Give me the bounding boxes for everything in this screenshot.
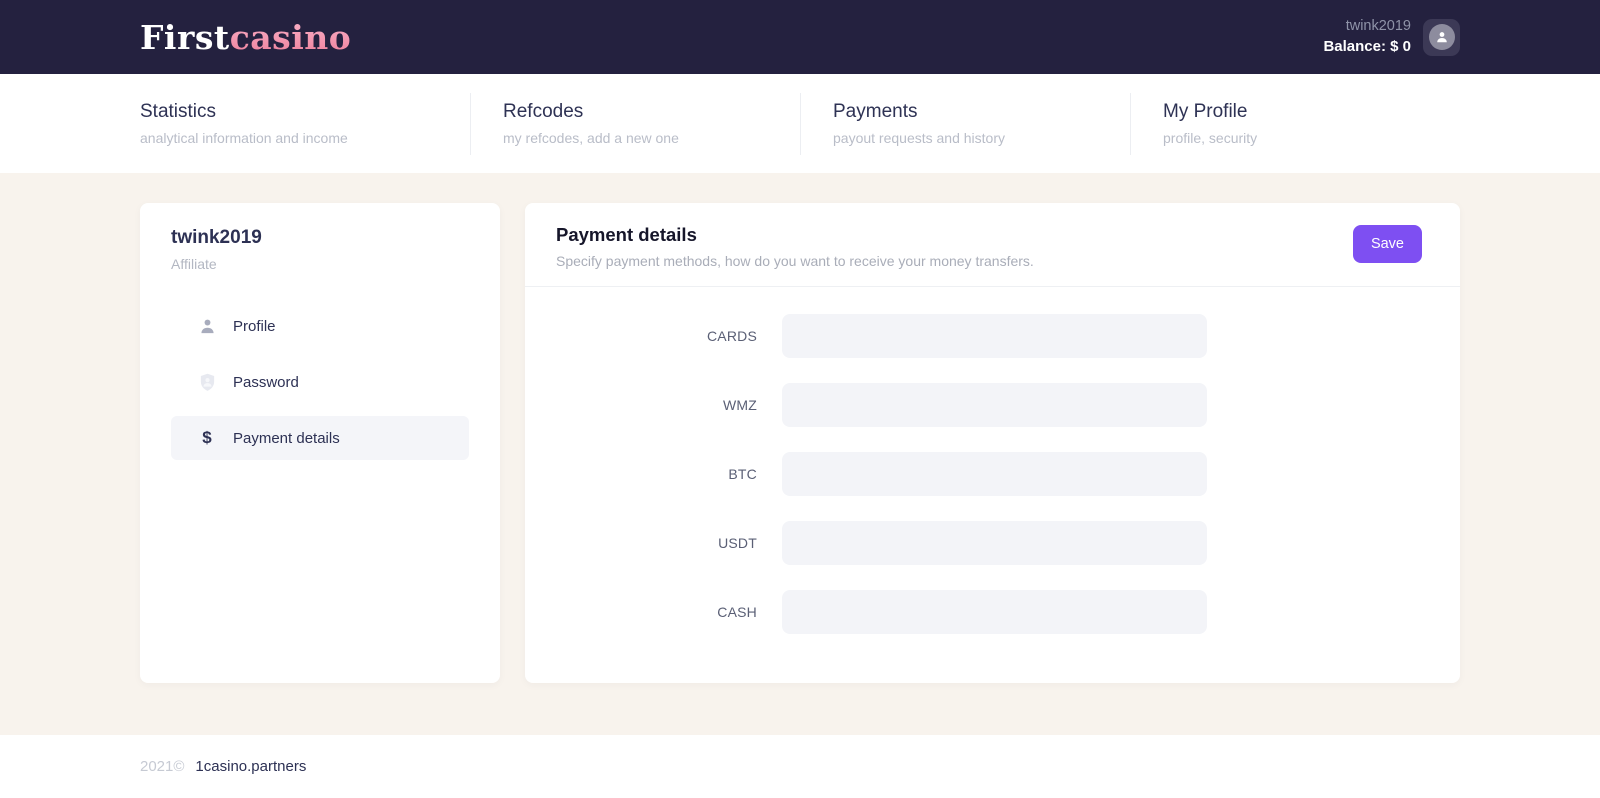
usdt-input[interactable]	[782, 521, 1207, 565]
wmz-input[interactable]	[782, 383, 1207, 427]
panel-title: Payment details	[556, 224, 697, 245]
cards-label: CARDS	[706, 328, 757, 344]
form-row-btc: BTC	[525, 452, 1460, 496]
sidebar-menu: Profile Password $	[171, 304, 469, 460]
panel-header: Payment details Specify payment methods,…	[525, 203, 1460, 287]
cards-input[interactable]	[782, 314, 1207, 358]
tab-title: Statistics	[140, 101, 217, 122]
btc-label: BTC	[728, 466, 757, 482]
footer-site-link[interactable]: 1casino.partners	[195, 758, 307, 775]
form-row-cards: CARDS	[525, 314, 1460, 358]
tab-subtitle: my refcodes, add a new one	[503, 130, 679, 146]
logo-text-casino: casino	[229, 17, 352, 57]
logo-text-first: First	[140, 17, 230, 57]
tab-subtitle: analytical information and income	[140, 130, 348, 146]
tab-statistics[interactable]: Statistics analytical information and in…	[140, 93, 470, 155]
shield-icon	[197, 373, 217, 392]
tab-subtitle: payout requests and history	[833, 130, 1005, 146]
avatar	[1428, 24, 1455, 50]
tab-refcodes[interactable]: Refcodes my refcodes, add a new one	[470, 92, 800, 155]
main-navigation: Statistics analytical information and in…	[0, 74, 1600, 173]
btc-input[interactable]	[782, 452, 1207, 496]
save-button[interactable]: Save	[1352, 225, 1422, 263]
user-icon	[197, 317, 217, 336]
tab-payments[interactable]: Payments payout requests and history	[800, 92, 1130, 155]
form-row-usdt: USDT	[525, 521, 1460, 565]
wmz-label: WMZ	[722, 397, 757, 413]
sidebar-item-label: Password	[233, 373, 299, 391]
sidebar-item-payment-details[interactable]: $ Payment details	[171, 416, 469, 460]
tab-my-profile[interactable]: My Profile profile, security	[1130, 92, 1460, 155]
user-area: twink2019 Balance: $ 0	[1323, 17, 1460, 57]
payment-details-panel: Payment details Specify payment methods,…	[525, 203, 1460, 683]
balance-text: Balance: $ 0	[1323, 37, 1411, 55]
user-info: twink2019 Balance: $ 0	[1323, 17, 1411, 57]
main-content: twink2019 Affiliate Profile	[0, 173, 1600, 735]
payment-form: CARDS WMZ BTC USDT CASH	[525, 287, 1460, 659]
username-text: twink2019	[1345, 18, 1411, 35]
copyright-year: 2021©	[140, 758, 185, 775]
sidebar-role: Affiliate	[171, 256, 217, 272]
firstcasino-logo[interactable]: Firstcasino	[140, 21, 351, 54]
avatar-button[interactable]	[1423, 18, 1460, 56]
sidebar-item-password[interactable]: Password	[171, 360, 469, 404]
sidebar-item-label: Payment details	[233, 429, 340, 447]
form-row-cash: CASH	[525, 590, 1460, 634]
sidebar-item-label: Profile	[233, 317, 276, 335]
sidebar-username: twink2019	[171, 227, 262, 248]
sidebar-item-profile[interactable]: Profile	[171, 304, 469, 348]
user-icon	[1436, 32, 1447, 43]
dollar-icon: $	[202, 428, 212, 447]
profile-sidebar-card: twink2019 Affiliate Profile	[140, 203, 500, 683]
tab-title: Payments	[833, 101, 918, 122]
usdt-label: USDT	[718, 535, 757, 551]
tab-title: Refcodes	[503, 101, 584, 122]
panel-subtitle: Specify payment methods, how do you want…	[556, 253, 1034, 269]
tab-title: My Profile	[1163, 101, 1248, 122]
cash-label: CASH	[717, 604, 757, 620]
cash-input[interactable]	[782, 590, 1207, 634]
tab-subtitle: profile, security	[1163, 130, 1258, 146]
top-header: Firstcasino twink2019 Balance: $ 0	[0, 0, 1600, 74]
page-footer: 2021© 1casino.partners	[0, 735, 1600, 798]
form-row-wmz: WMZ	[525, 383, 1460, 427]
